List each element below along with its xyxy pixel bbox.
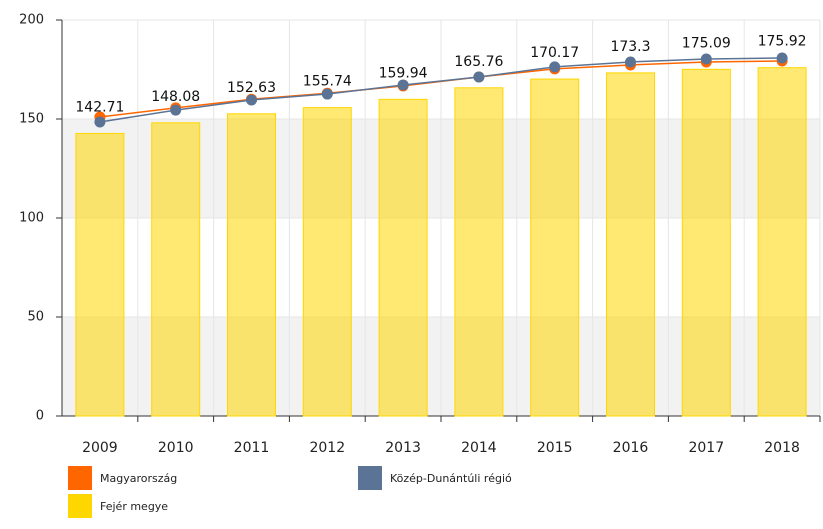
y-tick-label: 100	[19, 211, 44, 226]
y-tick-label: 0	[36, 409, 44, 424]
data-label: 159.94	[379, 65, 428, 81]
y-tick-label: 50	[27, 310, 44, 325]
point	[94, 116, 106, 128]
data-label: 148.08	[151, 89, 200, 105]
x-tick-label: 2012	[309, 440, 345, 456]
bar	[681, 68, 731, 417]
y-tick-label: 150	[19, 112, 44, 127]
bar	[378, 98, 428, 417]
x-tick-label: 2013	[385, 440, 421, 456]
x-tick-label: 2017	[688, 440, 724, 456]
line	[99, 57, 783, 123]
x-tick-label: 2015	[537, 440, 573, 456]
x-tick-label: 2011	[234, 440, 270, 456]
legend-swatch	[358, 466, 382, 490]
legend-label: Fejér megye	[100, 500, 168, 513]
data-label: 155.74	[303, 74, 352, 90]
data-label: 170.17	[530, 45, 579, 61]
bar	[75, 132, 125, 417]
point	[549, 61, 561, 73]
legend-label: Közép-Dunántúli régió	[390, 472, 512, 485]
point	[473, 71, 485, 83]
x-tick-label: 2014	[461, 440, 497, 456]
bar	[454, 87, 504, 417]
point	[397, 79, 409, 91]
bar	[151, 122, 201, 417]
bar	[302, 107, 352, 417]
data-label: 152.63	[227, 80, 276, 96]
point	[700, 53, 712, 65]
x-tick-label: 2010	[158, 440, 194, 456]
data-label: 165.76	[454, 54, 503, 70]
bar	[606, 72, 655, 417]
x-tick-label: 2016	[613, 440, 649, 456]
point	[246, 94, 257, 106]
legend-swatch	[68, 494, 92, 518]
point	[321, 88, 333, 100]
x-tick-label: 2018	[764, 440, 800, 456]
bar	[530, 78, 580, 417]
data-label: 173.3	[610, 39, 650, 55]
point	[625, 56, 636, 68]
bar	[227, 113, 276, 417]
bar	[757, 67, 807, 417]
x-tick-label: 2009	[82, 440, 118, 456]
point	[776, 52, 788, 64]
data-label: 142.71	[75, 99, 124, 115]
data-label: 175.09	[682, 35, 731, 51]
legend-label: Magyarország	[100, 472, 177, 485]
y-tick-label: 200	[19, 13, 44, 28]
legend-swatch	[68, 466, 92, 490]
data-label: 175.92	[758, 34, 807, 50]
point	[170, 104, 182, 116]
